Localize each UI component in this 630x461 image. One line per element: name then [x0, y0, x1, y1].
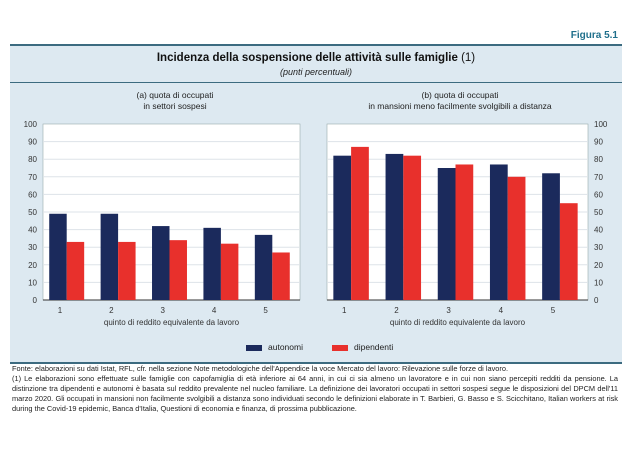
bar-dipendenti — [118, 241, 136, 300]
bar-autonomi — [385, 153, 404, 300]
bar-autonomi — [100, 213, 119, 300]
chart-panel: Incidenza della sospensione delle attivi… — [10, 44, 622, 364]
bar-dipendenti — [220, 243, 239, 300]
legend-label: dipendenti — [354, 342, 394, 352]
y-tick-label: 70 — [28, 173, 37, 182]
figure-label: Figura 5.1 — [570, 30, 618, 41]
bar-dipendenti — [455, 164, 474, 300]
bar-dipendenti — [507, 176, 526, 300]
x-tick-label: 2 — [109, 306, 114, 315]
y-tick-label: 10 — [594, 278, 603, 287]
x-tick-label: 3 — [161, 306, 166, 315]
bar-autonomi — [152, 226, 170, 300]
source-note: Fonte: elaborazioni su dati Istat, RFL, … — [12, 364, 509, 373]
title-text: Incidenza della sospensione delle attivi… — [156, 52, 458, 64]
y-tick-label: 100 — [24, 120, 38, 129]
bar-autonomi — [203, 227, 221, 300]
panel-b-title-line: in mansioni meno facilmente svolgibili a… — [368, 101, 552, 111]
x-axis-label: quinto di reddito equivalente da lavoro — [390, 318, 526, 327]
y-tick-label: 30 — [594, 243, 603, 252]
x-tick-label: 4 — [212, 306, 217, 315]
legend-item-dipendenti: dipendenti — [332, 342, 393, 352]
y-tick-label: 20 — [28, 261, 37, 270]
panel-a-title-line: (a) quota di occupati — [136, 90, 214, 100]
y-tick-label: 80 — [594, 155, 603, 164]
x-axis-label: quinto di reddito equivalente da lavoro — [104, 318, 240, 327]
x-tick-label: 5 — [263, 306, 268, 315]
y-tick-label: 40 — [28, 226, 37, 235]
y-tick-label: 60 — [594, 190, 603, 199]
legend-swatch — [332, 344, 348, 351]
y-tick-label: 100 — [594, 120, 608, 129]
y-tick-label: 10 — [28, 278, 37, 287]
bar-autonomi — [437, 168, 456, 300]
footnotes: Fonte: elaborazioni su dati Istat, RFL, … — [12, 364, 618, 414]
panel-a-title-line: in settori sospesi — [143, 101, 207, 111]
chart-title: Incidenza della sospensione delle attivi… — [10, 52, 622, 64]
x-tick-label: 1 — [58, 306, 63, 315]
y-tick-label: 0 — [33, 296, 38, 305]
bar-dipendenti — [559, 203, 578, 300]
panel-b-title: (b) quota di occupati in mansioni meno fa… — [310, 90, 610, 112]
bar-dipendenti — [66, 241, 85, 300]
y-tick-label: 70 — [594, 173, 603, 182]
bar-dipendenti — [403, 155, 422, 300]
divider — [10, 82, 622, 83]
x-tick-label: 4 — [499, 306, 504, 315]
y-tick-label: 80 — [28, 155, 37, 164]
y-tick-label: 90 — [594, 138, 603, 147]
bar-autonomi — [254, 234, 273, 300]
y-tick-label: 90 — [28, 138, 37, 147]
panel-a-title: (a) quota di occupati in settori sospesi — [50, 90, 300, 112]
y-tick-label: 20 — [594, 261, 603, 270]
chart-subtitle: (punti percentuali) — [279, 67, 353, 77]
bar-dipendenti — [351, 146, 369, 300]
legend-swatch — [246, 344, 262, 351]
x-tick-label: 5 — [551, 306, 556, 315]
y-tick-label: 60 — [28, 190, 37, 199]
bar-dipendenti — [169, 240, 187, 300]
legend-label: autonomi — [268, 342, 303, 352]
y-tick-label: 0 — [594, 296, 599, 305]
x-tick-label: 1 — [342, 306, 347, 315]
y-tick-label: 50 — [594, 208, 603, 217]
x-tick-label: 2 — [394, 306, 399, 315]
title-note: (1) — [461, 52, 476, 64]
bar-dipendenti — [272, 252, 290, 300]
y-tick-label: 30 — [28, 243, 37, 252]
panel-b-title-line: (b) quota di occupati — [421, 90, 499, 100]
bar-autonomi — [542, 173, 560, 300]
bar-autonomi — [333, 155, 352, 300]
y-tick-label: 40 — [594, 226, 603, 235]
x-tick-label: 3 — [446, 306, 451, 315]
footnote-1: (1) Le elaborazioni sono effettuate sull… — [12, 374, 618, 413]
legend-item-autonomi: autonomi — [246, 342, 303, 352]
bar-autonomi — [49, 213, 67, 300]
bar-autonomi — [489, 164, 508, 300]
y-tick-label: 50 — [28, 208, 37, 217]
